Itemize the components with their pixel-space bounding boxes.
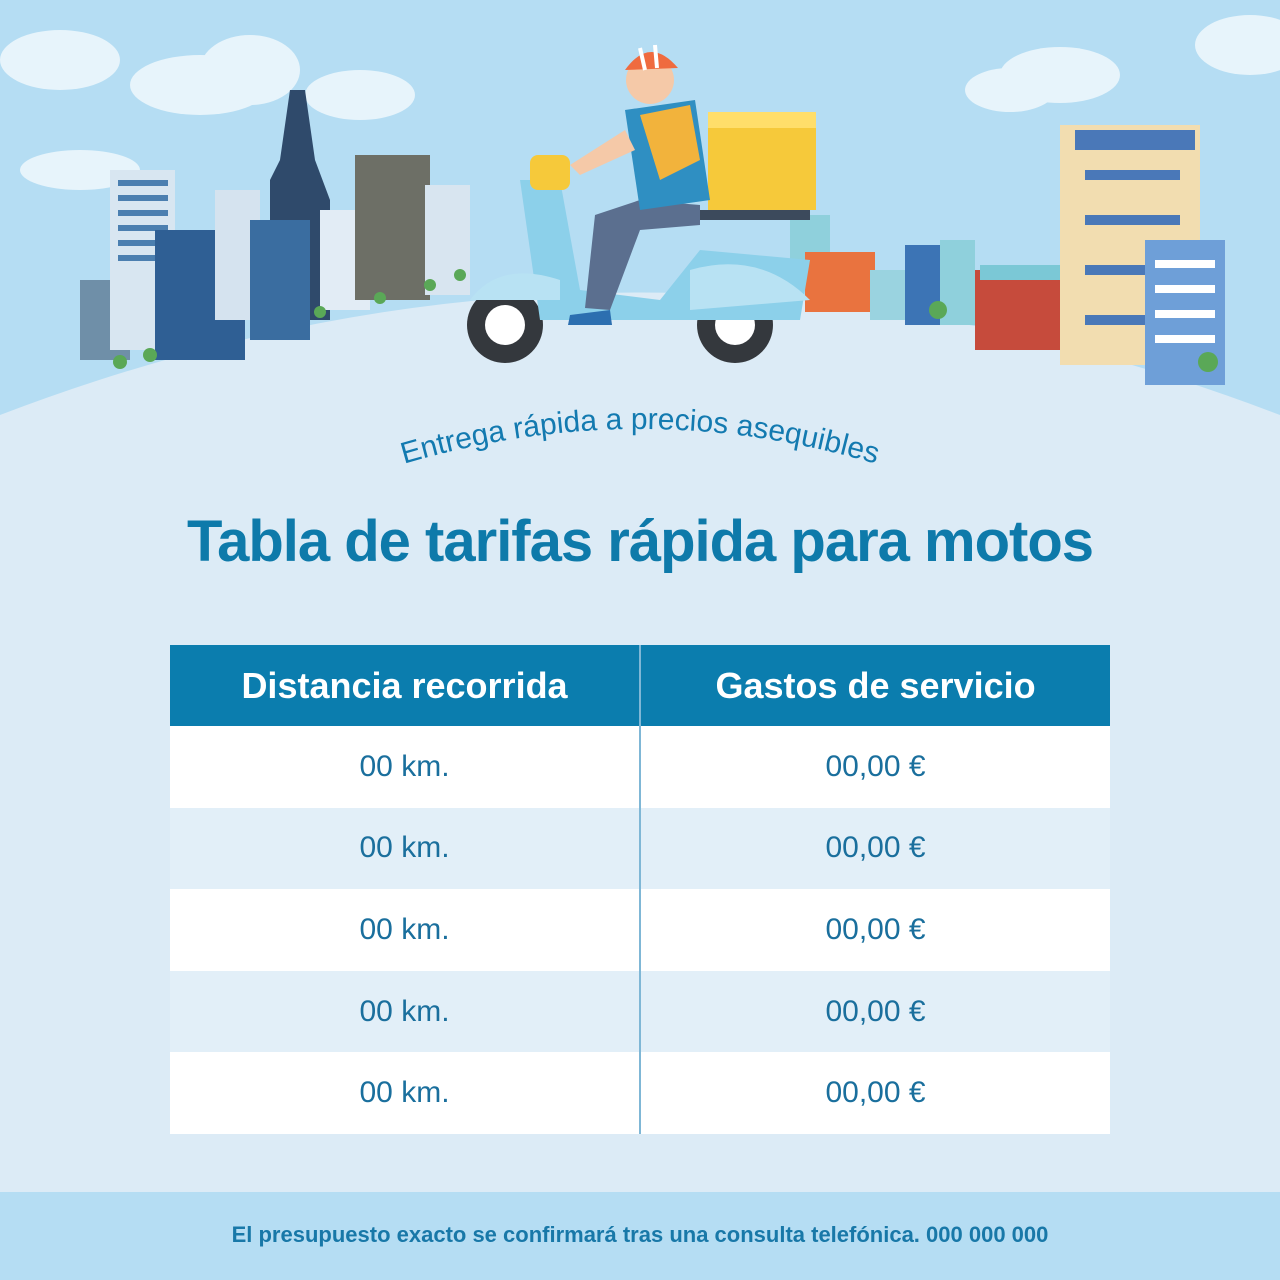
distance-cell: 00 km. (170, 970, 642, 1053)
cost-cell: 00,00 € (640, 889, 1110, 971)
header-service-cost: Gastos de servicio (640, 645, 1110, 726)
footer-band (0, 1192, 1280, 1280)
table-row: 00 km. 00,00 € (170, 1052, 1110, 1134)
footer-note: El presupuesto exacto se confirmará tras… (231, 1222, 1049, 1247)
delivery-scooter-icon (467, 112, 816, 363)
table-header-row: Distancia recorrida Gastos de servicio (170, 645, 1110, 726)
svg-text:Entrega rápida a precios asequ: Entrega rápida a precios asequibles (397, 403, 883, 471)
header-distance: Distancia recorrida (170, 645, 642, 726)
distance-cell: 00 km. (170, 1052, 642, 1134)
subtitle: Entrega rápida a precios asequibles (397, 403, 883, 471)
delivery-rider-icon (568, 44, 710, 325)
city-left (80, 90, 470, 369)
table-row: 00 km. 00,00 € (170, 726, 1110, 808)
subtitle-arc: Entrega rápida a precios asequibles (397, 403, 883, 471)
table-row: 00 km. 00,00 € (170, 889, 1110, 971)
distance-cell: 00 km. (170, 889, 642, 971)
distance-cell: 00 km. (170, 726, 642, 808)
distance-cell: 00 km. (170, 807, 642, 890)
cost-cell: 00,00 € (640, 807, 1110, 890)
cost-cell: 00,00 € (640, 1052, 1110, 1134)
rates-table: Distancia recorrida Gastos de servicio 0… (170, 645, 1110, 1134)
cost-cell: 00,00 € (640, 726, 1110, 808)
table-row: 00 km. 00,00 € (170, 970, 1110, 1053)
city-right (790, 125, 1225, 385)
clouds (0, 15, 1280, 190)
cost-cell: 00,00 € (640, 970, 1110, 1053)
delivery-scene-illustration (0, 15, 1280, 440)
page-title: Tabla de tarifas rápida para motos (186, 509, 1094, 574)
table-row: 00 km. 00,00 € (170, 807, 1110, 890)
hill (0, 292, 1280, 440)
